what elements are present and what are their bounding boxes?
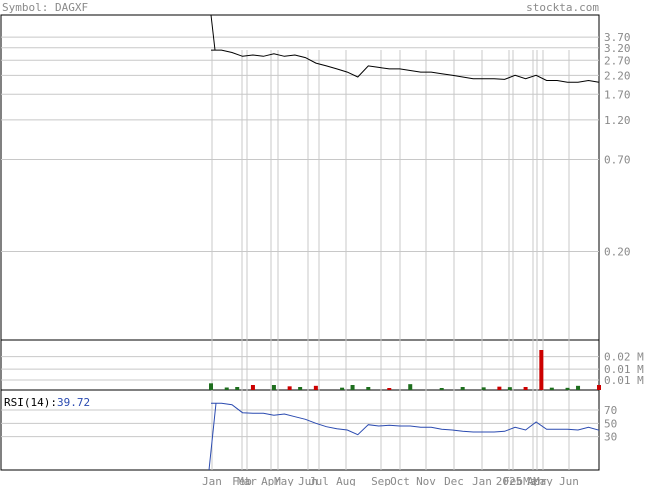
x-tick-label: Aug <box>336 475 356 486</box>
x-tick-label: May <box>274 475 294 486</box>
rsi-legend-label: RSI(14): <box>4 396 57 409</box>
x-tick-label: Apr <box>527 475 547 486</box>
volume-bar <box>439 388 444 390</box>
rsi-line <box>208 402 600 471</box>
x-tick-label: May <box>533 475 553 486</box>
x-tick-label: Jun <box>559 475 579 486</box>
x-tick-label: Jul <box>309 475 329 486</box>
price-grid <box>1 36 599 253</box>
volume-bar <box>565 387 570 390</box>
volume-bar <box>460 387 465 390</box>
price-tick-label: 2.20 <box>604 69 631 82</box>
volume-bar <box>313 385 318 390</box>
x-tick-label: Dec <box>444 475 464 486</box>
x-tick-label: Jan <box>472 475 492 486</box>
x-tick-label: Jan <box>202 475 222 486</box>
price-tick-label: 3.20 <box>604 42 631 55</box>
price-axis-labels: 3.703.202.70 2.20 1.70 1.20 0.70 0.20 <box>604 31 631 258</box>
rsi-tick-label: 70 <box>604 404 617 417</box>
x-tick-label: Feb <box>232 475 252 486</box>
volume-bar <box>523 387 528 390</box>
price-tick-label: 1.20 <box>604 114 631 127</box>
volume-bar <box>271 385 276 390</box>
volume-bar <box>235 387 240 390</box>
x-tick-label: 2025 <box>496 475 523 486</box>
volume-tick-label: 0.01 M <box>604 363 644 376</box>
volume-axis-labels: 0.02 M0.01 M0.01 M <box>604 351 644 387</box>
volume-bar <box>366 387 371 390</box>
x-tick-label: Oct <box>390 475 410 486</box>
volume-bar <box>250 385 255 390</box>
volume-bar <box>576 385 581 390</box>
volume-bar <box>209 383 213 390</box>
x-tick-label: Feb <box>503 475 523 486</box>
volume-bar <box>507 387 512 390</box>
volume-bar <box>481 387 486 390</box>
price-line <box>210 14 600 83</box>
price-tick-label: 3.70 <box>604 31 631 44</box>
volume-bar <box>224 387 229 390</box>
x-tick-label: Sep <box>371 475 391 486</box>
volume-bars <box>209 350 601 390</box>
volume-bar <box>549 387 554 390</box>
volume-bar <box>298 387 303 390</box>
x-tick-label: Nov <box>416 475 436 486</box>
volume-grid <box>1 356 599 381</box>
volume-bar <box>350 385 355 390</box>
rsi-grid <box>1 409 599 438</box>
vertical-grid <box>211 50 570 470</box>
symbol-label: Symbol: DAGXF <box>2 1 88 14</box>
volume-bar <box>597 385 601 390</box>
volume-tick-label: 0.01 M <box>604 374 644 387</box>
price-tick-label: 0.20 <box>604 246 631 259</box>
volume-bar <box>408 384 413 390</box>
x-tick-label: Mar <box>523 475 543 486</box>
volume-bar <box>387 388 392 390</box>
x-tick-label: Jun <box>298 475 318 486</box>
rsi-legend-value: 39.72 <box>57 396 90 409</box>
volume-bar <box>287 386 292 390</box>
volume-bar <box>497 386 502 390</box>
x-tick-label: Mar <box>237 475 257 486</box>
rsi-tick-label: 50 <box>604 417 617 430</box>
volume-tick-label: 0.02 M <box>604 351 644 364</box>
x-tick-label: Apr <box>261 475 281 486</box>
rsi-tick-label: 30 <box>604 431 617 444</box>
site-label[interactable]: stockta.com <box>526 1 599 14</box>
price-tick-label: 1.70 <box>604 88 631 101</box>
price-tick-label: 2.70 <box>604 54 631 67</box>
volume-bar <box>539 350 544 390</box>
volume-bar <box>340 387 345 390</box>
price-tick-label: 0.70 <box>604 153 631 166</box>
rsi-legend: RSI(14):39.72 <box>4 396 90 409</box>
